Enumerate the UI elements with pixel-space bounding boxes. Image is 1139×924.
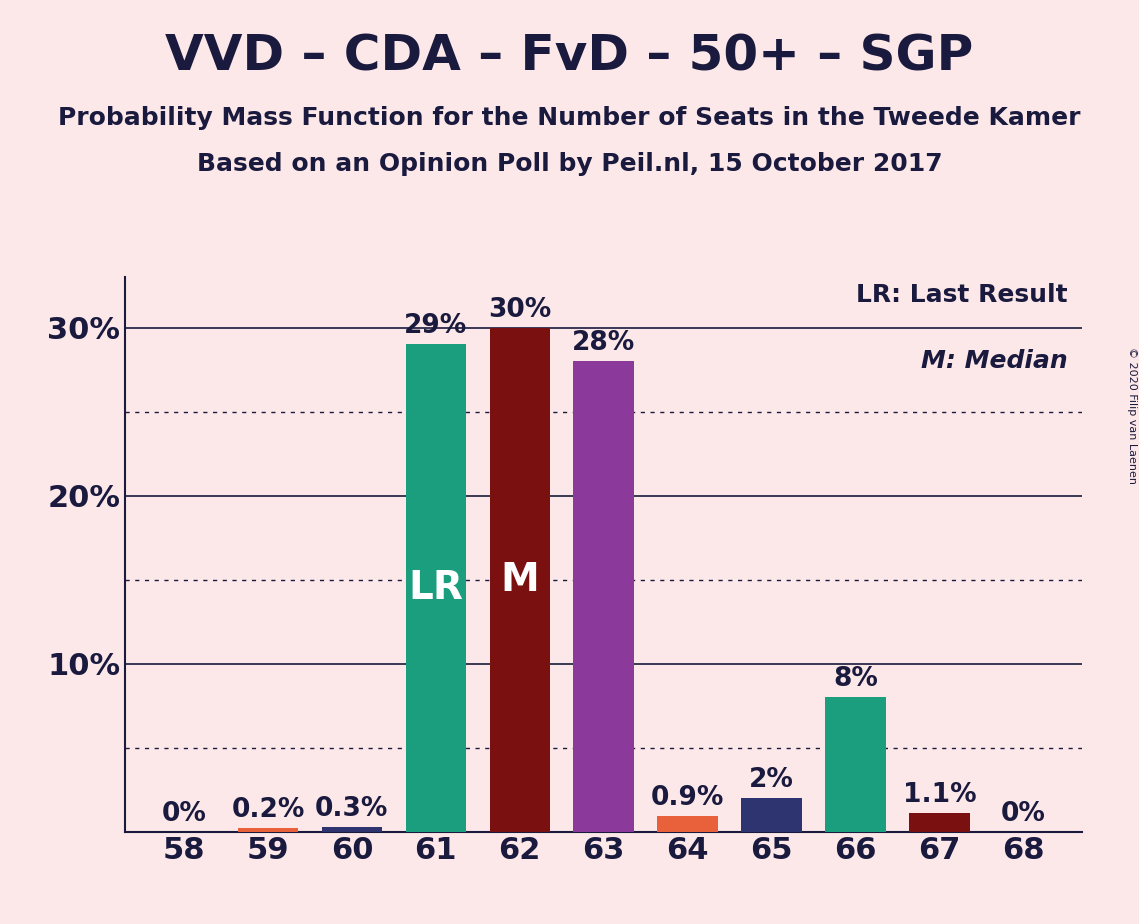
Bar — [238, 828, 298, 832]
Text: 0%: 0% — [162, 800, 206, 827]
Text: 29%: 29% — [404, 313, 467, 339]
Bar — [405, 345, 466, 832]
Text: 8%: 8% — [833, 666, 878, 692]
Text: Based on an Opinion Poll by Peil.nl, 15 October 2017: Based on an Opinion Poll by Peil.nl, 15 … — [197, 152, 942, 176]
Text: Probability Mass Function for the Number of Seats in the Tweede Kamer: Probability Mass Function for the Number… — [58, 106, 1081, 130]
Text: © 2020 Filip van Laenen: © 2020 Filip van Laenen — [1126, 347, 1137, 484]
Text: 30%: 30% — [489, 297, 551, 322]
Bar — [909, 813, 969, 832]
Text: M: M — [500, 561, 539, 599]
Bar — [573, 361, 634, 832]
Text: LR: LR — [409, 569, 464, 607]
Text: 0.2%: 0.2% — [231, 797, 304, 823]
Text: LR: Last Result: LR: Last Result — [857, 283, 1067, 307]
Text: 1.1%: 1.1% — [902, 782, 976, 808]
Bar — [490, 328, 550, 832]
Text: 2%: 2% — [749, 767, 794, 793]
Bar — [741, 798, 802, 832]
Text: M: Median: M: Median — [921, 349, 1067, 373]
Text: VVD – CDA – FvD – 50+ – SGP: VVD – CDA – FvD – 50+ – SGP — [165, 32, 974, 80]
Text: 0.3%: 0.3% — [316, 796, 388, 821]
Bar — [826, 698, 886, 832]
Text: 0%: 0% — [1001, 800, 1046, 827]
Bar — [657, 817, 718, 832]
Text: 0.9%: 0.9% — [650, 785, 724, 811]
Text: 28%: 28% — [572, 330, 636, 356]
Bar — [321, 827, 382, 832]
